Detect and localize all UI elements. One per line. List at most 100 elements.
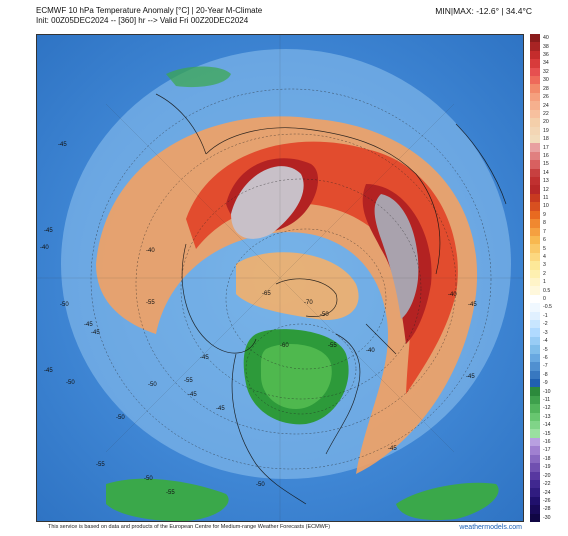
colorbar-cell [530, 505, 540, 515]
colorbar-cell [530, 134, 540, 144]
colorbar-label: 15 [543, 161, 549, 168]
colorbar-cell [530, 118, 540, 128]
contour-label: -65 [262, 291, 271, 297]
anomaly-map: -45 -45 -40 -50 -45 -55 -50 -45 -50 -45 … [36, 34, 524, 522]
colorbar-label: -4 [543, 338, 548, 345]
colorbar-cell [530, 219, 540, 228]
colorbar-cell [530, 278, 540, 287]
colorbar-cell [530, 463, 540, 472]
brand-link[interactable]: weathermodels.com [459, 524, 522, 531]
colorbar-label: 2 [543, 270, 546, 277]
colorbar-cell [530, 92, 540, 102]
colorbar-label: -20 [543, 472, 551, 479]
colorbar-label: 5 [543, 245, 546, 252]
colorbar-label: -19 [543, 464, 551, 471]
footer-credit: This service is based on data and produc… [48, 524, 331, 530]
colorbar-cell [530, 513, 540, 523]
contour-lines [90, 88, 492, 470]
map-header: ECMWF 10 hPa Temperature Anomaly [°C] | … [36, 6, 262, 26]
contour-label: -55 [184, 378, 193, 384]
contour-label: -45 [466, 374, 475, 380]
colorbar-cell [530, 193, 540, 203]
colorbar-cell [530, 345, 540, 355]
colorbar-label: -28 [543, 506, 551, 513]
extreme-core-east [374, 194, 419, 319]
colorbar-cell [530, 437, 540, 447]
colorbar-label: -13 [543, 413, 551, 420]
colorbar-cell [530, 353, 540, 363]
colorbar-label: -24 [543, 489, 551, 496]
map-frame [36, 34, 524, 522]
colorbar-cell [530, 261, 540, 271]
colorbar-cell [530, 151, 540, 161]
colorbar-cell [530, 126, 540, 136]
contour-label: -50 [256, 482, 265, 488]
colorbar-label: 13 [543, 178, 549, 185]
contour-label: -45 [188, 392, 197, 398]
contour-label: -60 [280, 343, 289, 349]
cold-anomaly-top [166, 66, 231, 88]
colorbar-label: 14 [543, 169, 549, 176]
colorbar-cell [530, 34, 540, 43]
colorbar-label: -8 [543, 371, 548, 378]
colorbar-label: -18 [543, 455, 551, 462]
colorbar-cell [530, 395, 540, 405]
colorbar-label: -3 [543, 329, 548, 336]
min-max-readout: MIN|MAX: -12.6° | 34.4°C [435, 6, 532, 16]
colorbar-label: -11 [543, 397, 551, 403]
colorbar-cell [530, 370, 540, 380]
contour-label: -40 [146, 248, 155, 254]
colorbar-cell [530, 320, 540, 329]
contour-label: -45 [58, 142, 67, 148]
colorbar-cell [530, 286, 540, 296]
colorbar-label: -1 [543, 312, 548, 319]
colorbar-cell [530, 109, 540, 119]
map-title: ECMWF 10 hPa Temperature Anomaly [°C] | … [36, 6, 263, 15]
colorbar-cell [530, 244, 540, 254]
colorbar-label: 0 [543, 296, 546, 303]
colorbar-label: 20 [543, 119, 549, 126]
colorbar-label: -7 [543, 363, 548, 370]
colorbar-label: -10 [543, 388, 551, 395]
colorbar-cell [530, 227, 540, 237]
colorbar-label: 9 [543, 211, 546, 218]
contour-label: -45 [44, 368, 53, 374]
cold-anomaly-southwest [106, 478, 229, 522]
colorbar-label: 32 [543, 68, 549, 75]
graticule [36, 34, 524, 522]
contour-label: -45 [468, 302, 477, 308]
colorbar-cell [530, 404, 540, 414]
colorbar-cell [530, 303, 540, 313]
colorbar-cell [530, 429, 540, 439]
colorbar-label: -0.5 [543, 304, 552, 311]
contour-label: -50 [148, 382, 157, 388]
colorbar-cell [530, 328, 540, 338]
contour-label: -40 [40, 245, 49, 251]
colorbar-label: 36 [543, 52, 549, 59]
colorbar-cell [530, 454, 540, 464]
colorbar-label: 6 [543, 237, 546, 244]
contour-label: -50 [320, 312, 329, 318]
colorbar-cell [530, 421, 540, 430]
colorbar-label: -16 [543, 439, 551, 446]
colorbar-cell [530, 336, 540, 346]
colorbar-label: 11 [543, 195, 549, 202]
contour-label: -55 [166, 490, 175, 496]
colorbar-cell [530, 311, 540, 321]
colorbar-cell [530, 471, 540, 481]
contour-label: -50 [116, 415, 125, 421]
contour-label: -40 [448, 292, 457, 298]
colorbar-label: 40 [543, 35, 549, 42]
contour-label: -50 [60, 302, 69, 308]
colorbar-label: -30 [543, 514, 551, 521]
colorbar-label: -26 [543, 497, 551, 504]
colorbar-cell [530, 496, 540, 506]
colorbar-label: 12 [543, 186, 549, 193]
colorbar-label: -6 [543, 354, 548, 361]
colorbar-cell [530, 50, 540, 60]
contour-label: -45 [84, 322, 93, 328]
cold-anomaly-southeast [396, 482, 499, 521]
colorbar-label: -22 [543, 481, 551, 488]
colorbar-label: 3 [543, 262, 546, 269]
colorbar-cell [530, 177, 540, 186]
